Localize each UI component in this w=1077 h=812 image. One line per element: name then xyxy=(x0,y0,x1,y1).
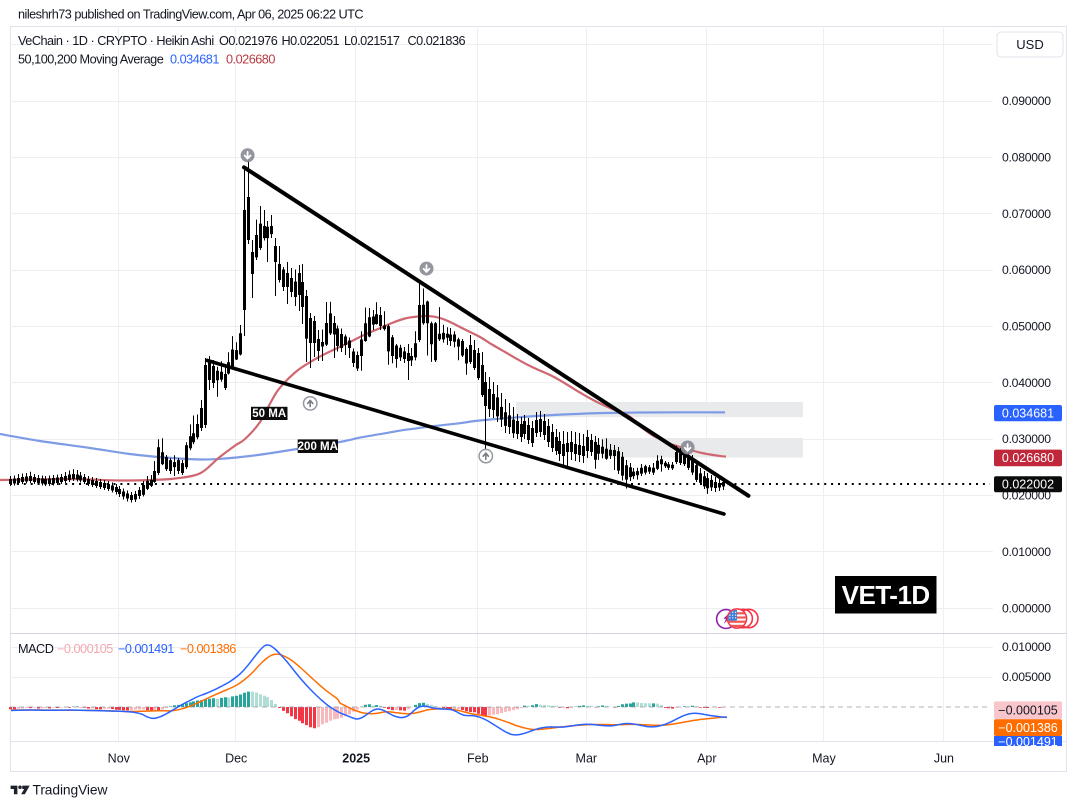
svg-text:L0.021517: L0.021517 xyxy=(344,34,400,48)
svg-text:−0.001491: −0.001491 xyxy=(118,642,174,656)
svg-text:0.010000: 0.010000 xyxy=(1002,545,1051,559)
svg-text:−0.001386: −0.001386 xyxy=(998,721,1057,735)
svg-text:0.010000: 0.010000 xyxy=(1002,640,1051,654)
svg-text:0.090000: 0.090000 xyxy=(1002,94,1051,108)
svg-text:0.060000: 0.060000 xyxy=(1002,263,1051,277)
svg-text:0.034681: 0.034681 xyxy=(1002,406,1054,420)
svg-text:O0.021976: O0.021976 xyxy=(219,34,278,48)
svg-text:0.030000: 0.030000 xyxy=(1002,432,1051,446)
svg-text:0.080000: 0.080000 xyxy=(1002,151,1051,165)
svg-text:Jun: Jun xyxy=(934,752,954,766)
svg-text:0.000000: 0.000000 xyxy=(1002,602,1051,616)
svg-text:50 MA: 50 MA xyxy=(252,408,286,420)
svg-text:Feb: Feb xyxy=(467,752,489,766)
svg-text:VET-1D: VET-1D xyxy=(842,580,930,610)
svg-text:200 MA: 200 MA xyxy=(298,441,338,453)
svg-text:Mar: Mar xyxy=(576,752,598,766)
svg-text:0.040000: 0.040000 xyxy=(1002,376,1051,390)
svg-text:MACD: MACD xyxy=(18,642,54,656)
svg-text:0.022002: 0.022002 xyxy=(1002,478,1054,492)
svg-text:0.050000: 0.050000 xyxy=(1002,320,1051,334)
svg-text:2025: 2025 xyxy=(342,752,370,766)
svg-text:−0.000105: −0.000105 xyxy=(57,642,113,656)
svg-text:Dec: Dec xyxy=(225,752,247,766)
svg-text:0.026680: 0.026680 xyxy=(226,53,275,67)
svg-text:nileshrh73 published on Tradin: nileshrh73 published on TradingView.com,… xyxy=(18,8,363,22)
svg-text:H0.022051: H0.022051 xyxy=(282,34,340,48)
svg-text:Apr: Apr xyxy=(697,752,716,766)
svg-text:0.005000: 0.005000 xyxy=(1002,670,1051,684)
svg-text:0.070000: 0.070000 xyxy=(1002,207,1051,221)
svg-text:TradingView: TradingView xyxy=(33,783,108,798)
svg-text:Nov: Nov xyxy=(108,752,131,766)
svg-text:VeChain · 1D · CRYPTO · Heikin: VeChain · 1D · CRYPTO · Heikin Ashi xyxy=(18,34,214,48)
svg-text:0.034681: 0.034681 xyxy=(170,53,219,67)
svg-text:USD: USD xyxy=(1016,37,1043,52)
svg-text:−0.000105: −0.000105 xyxy=(998,704,1057,718)
svg-text:−0.001386: −0.001386 xyxy=(180,642,236,656)
svg-text:0.026680: 0.026680 xyxy=(1002,451,1054,465)
svg-text:May: May xyxy=(812,752,836,766)
svg-text:C0.021836: C0.021836 xyxy=(408,34,466,48)
svg-text:−0.001491: −0.001491 xyxy=(998,735,1057,749)
svg-text:50,100,200 Moving Average: 50,100,200 Moving Average xyxy=(18,53,164,67)
